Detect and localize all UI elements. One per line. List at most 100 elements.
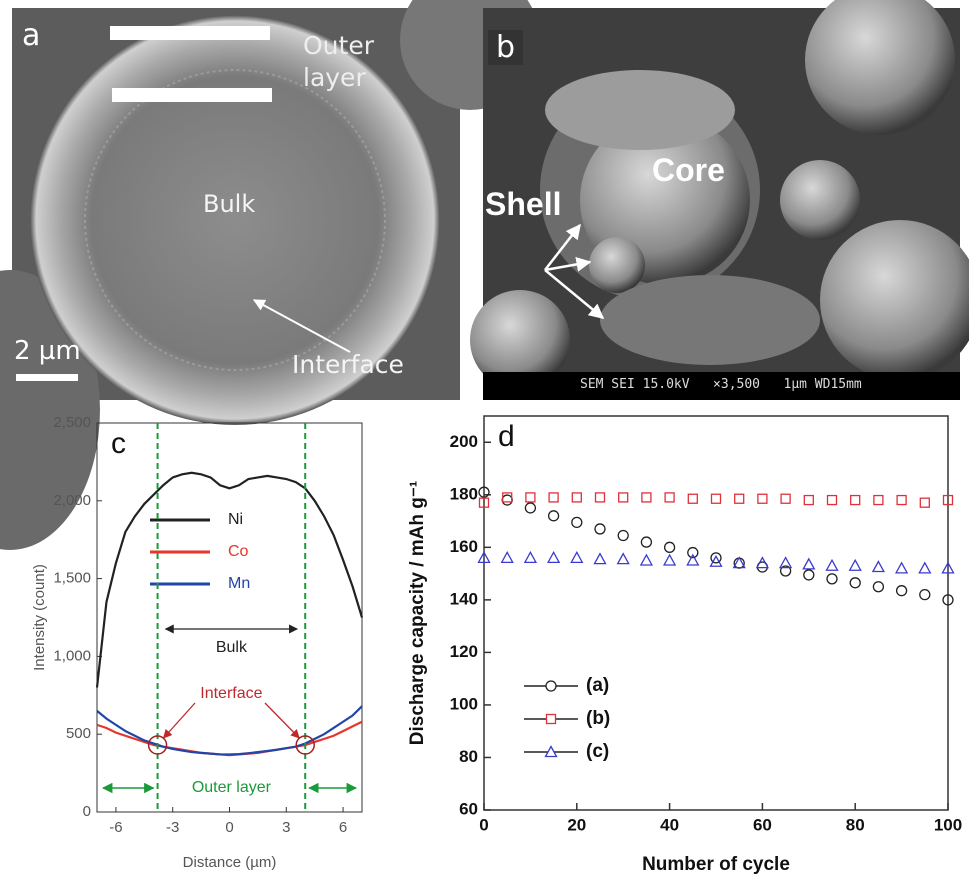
y-tick-label: 120 [450, 642, 478, 661]
x-tick-label: -3 [166, 819, 179, 836]
figure: 0 500 1,000 1,500 2,000 2,500 -6 -3 0 3 6 Distance … [0, 0, 969, 878]
legend-label: (c) [586, 741, 609, 762]
marker [873, 562, 884, 572]
y-tick-label: 1,000 [53, 647, 91, 664]
y-tick-label: 1,500 [53, 570, 91, 587]
legend-label: Ni [228, 511, 243, 528]
marker [572, 493, 581, 502]
x-axis-label: Number of cycle [642, 854, 790, 875]
marker [896, 563, 907, 573]
marker [803, 559, 814, 569]
marker [804, 496, 813, 505]
marker [897, 586, 907, 596]
marker [549, 511, 559, 521]
marker [851, 496, 860, 505]
marker [502, 552, 513, 562]
marker [758, 494, 767, 503]
marker [525, 552, 536, 562]
legend-label: Co [228, 543, 249, 560]
y-tick-label: 200 [450, 432, 478, 451]
marker [873, 582, 883, 592]
marker [595, 554, 606, 564]
marker [502, 495, 512, 505]
panel-a [0, 0, 540, 550]
marker [548, 552, 559, 562]
annotation: Interface [292, 350, 404, 379]
y-tick-label: 140 [450, 589, 478, 608]
marker [804, 570, 814, 580]
x-tick-label: -6 [109, 819, 122, 836]
y-tick-label: 500 [66, 725, 91, 742]
marker [874, 496, 883, 505]
x-tick-label: 40 [660, 815, 679, 834]
marker [688, 494, 697, 503]
x-tick-label: 0 [479, 815, 488, 834]
annotation: Outer layer [303, 30, 393, 94]
x-tick-label: 0 [225, 819, 233, 836]
y-tick-label: 80 [459, 747, 478, 766]
marker [595, 524, 605, 534]
annotation: Interface [200, 685, 262, 702]
marker [641, 555, 652, 565]
annotation: Outer layer [192, 779, 272, 796]
annotation: Core [652, 152, 725, 189]
x-tick-label: 3 [282, 819, 290, 836]
y-axis-label: Intensity (count) [31, 564, 48, 671]
panel-label: d [498, 420, 515, 453]
marker [712, 494, 721, 503]
chart: 0 500 1,000 1,500 2,000 2,500 -6 -3 0 3 6 Distance … [0, 0, 969, 878]
annotation: Bulk [203, 190, 255, 218]
series-line [97, 722, 362, 755]
y-axis-label: Discharge capacity / mAh g⁻¹ [407, 481, 428, 746]
legend-label: (a) [586, 675, 609, 696]
legend-label: (b) [586, 708, 610, 729]
marker [919, 563, 930, 573]
marker [827, 560, 838, 570]
x-tick-label: 80 [846, 815, 865, 834]
marker [546, 681, 556, 691]
marker [642, 493, 651, 502]
marker [920, 590, 930, 600]
marker [596, 493, 605, 502]
marker [503, 493, 512, 502]
arrow [164, 703, 195, 738]
marker [781, 494, 790, 503]
x-tick-label: 20 [567, 815, 586, 834]
marker [618, 531, 628, 541]
marker [572, 517, 582, 527]
x-axis-label: Distance (µm) [183, 854, 277, 871]
legend-label: Mn [228, 575, 250, 592]
scale-label: 2 µm [14, 336, 81, 366]
marker [549, 493, 558, 502]
y-tick-label: 160 [450, 537, 478, 556]
panel-label: a [22, 18, 40, 53]
sem-info: SEM SEI 15.0kV ×3,500 1µm WD15mm [580, 377, 862, 392]
marker [920, 498, 929, 507]
marker [525, 503, 535, 513]
marker [850, 560, 861, 570]
series-line [97, 706, 362, 754]
panel-label: c [111, 427, 126, 460]
x-tick-label: 60 [753, 815, 772, 834]
x-tick-label: 6 [339, 819, 347, 836]
annotation: Bulk [216, 639, 248, 656]
marker [571, 552, 582, 562]
marker [618, 554, 629, 564]
marker [665, 493, 674, 502]
annotation: Shell [485, 186, 561, 223]
marker [547, 715, 556, 724]
x-tick-label: 100 [934, 815, 962, 834]
marker [735, 494, 744, 503]
y-tick-label: 2,500 [53, 414, 91, 431]
y-tick-label: 2,000 [53, 492, 91, 509]
marker [526, 493, 535, 502]
y-tick-label: 0 [83, 803, 91, 820]
marker [828, 496, 837, 505]
y-tick-label: 100 [450, 694, 478, 713]
marker [827, 574, 837, 584]
arrow [265, 703, 299, 738]
panel-label: b [488, 30, 523, 65]
marker [850, 578, 860, 588]
y-tick-label: 60 [459, 799, 478, 818]
